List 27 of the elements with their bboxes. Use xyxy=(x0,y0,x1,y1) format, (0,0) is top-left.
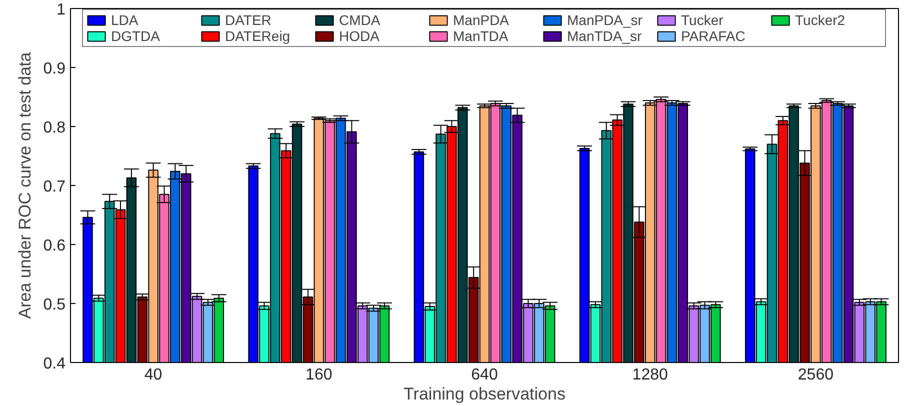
legend-label: DATEReig xyxy=(225,28,292,44)
y-axis-title: Area under ROC curve on test data xyxy=(15,52,34,319)
x-axis-title: Training observations xyxy=(404,384,566,404)
x-tick-label: 1280 xyxy=(632,366,668,384)
y-tick-label: 0.5 xyxy=(43,296,66,314)
legend-label: LDA xyxy=(111,12,140,28)
y-tick-label: 1 xyxy=(56,2,66,18)
x-tick-label: 640 xyxy=(471,366,498,384)
legend-label: DGTDA xyxy=(111,28,161,44)
legend-label: ManPDA_sr xyxy=(567,12,644,28)
legend-label: ManPDA xyxy=(453,12,510,28)
legend-label: HODA xyxy=(339,28,380,44)
legend-label: Tucker xyxy=(681,12,724,28)
y-tick-label: 0.8 xyxy=(43,120,66,136)
legend-label: CMDA xyxy=(339,12,382,28)
x-tick-label: 40 xyxy=(144,366,162,384)
legend-label: DATER xyxy=(225,12,272,28)
x-tick-label: 160 xyxy=(306,366,332,384)
legend-label: Tucker2 xyxy=(795,12,846,28)
y-tick-label: 0.4 xyxy=(43,356,66,372)
legend-label: ManTDA_sr xyxy=(567,28,643,44)
y-tick-label: 0.9 xyxy=(43,60,66,78)
legend-label: ManTDA xyxy=(453,28,510,44)
legend-label: PARAFAC xyxy=(681,28,746,44)
y-tick-label: 0.7 xyxy=(43,178,66,196)
y-tick-label: 0.6 xyxy=(43,238,66,254)
x-tick-label: 2560 xyxy=(798,366,834,384)
